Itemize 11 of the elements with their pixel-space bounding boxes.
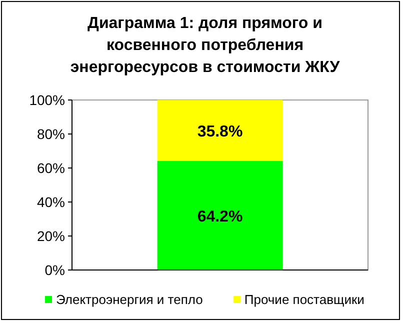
legend-label: Прочие поставщики	[244, 292, 364, 307]
chart-title: Диаграмма 1: доля прямого и косвенного потребления энергоресурсов в стоимости ЖКУ	[70, 15, 341, 76]
y-tick-label: 100%	[29, 92, 65, 108]
data-label: 35.8%	[197, 123, 243, 140]
y-tick-label: 20%	[36, 228, 65, 244]
y-tick-label: 60%	[36, 160, 65, 176]
data-label: 64.2%	[197, 208, 243, 226]
y-tick-label: 0%	[44, 262, 65, 278]
legend-label: Электроэнергия и тепло	[56, 292, 203, 307]
y-tick-label: 40%	[36, 194, 65, 210]
y-tick-label: 80%	[36, 126, 65, 142]
